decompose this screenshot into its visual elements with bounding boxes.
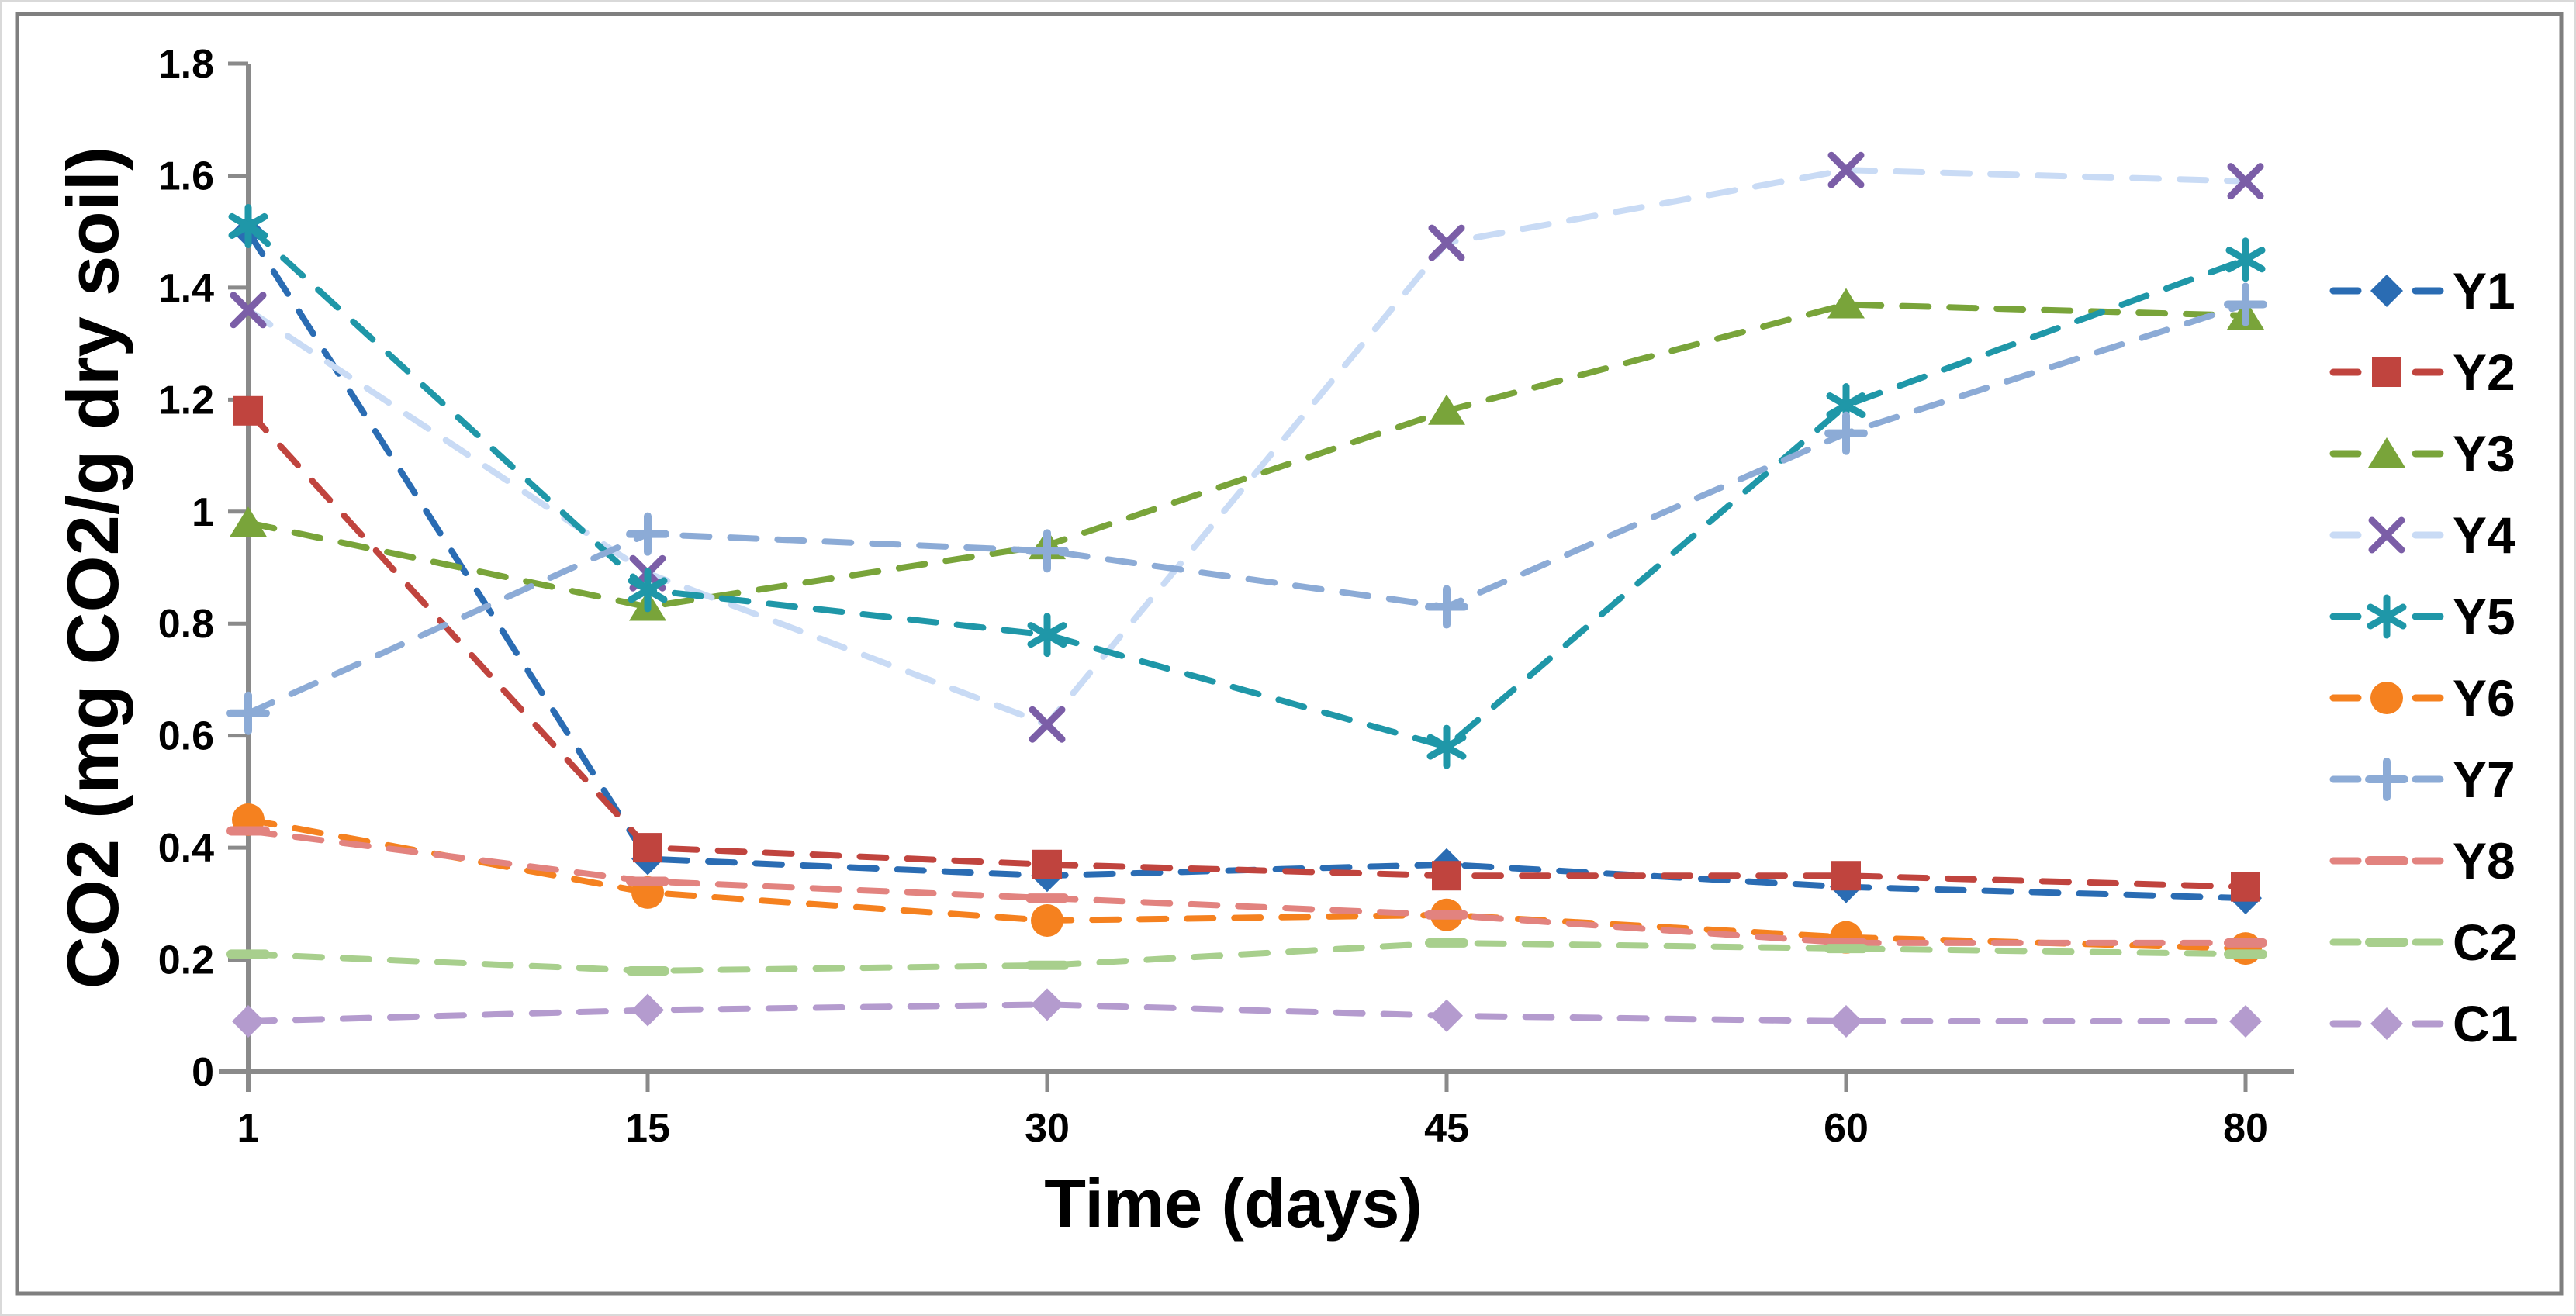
legend-label-Y2: Y2 <box>2453 344 2515 401</box>
series-Y6-marker-day80 <box>2229 932 2262 965</box>
legend-marker-Y4 <box>2368 516 2405 554</box>
y-axis-title: CO2 (mg CO2/g dry soil) <box>52 147 133 989</box>
series-layer <box>226 151 2267 1038</box>
legend-item-Y7: Y7 <box>2329 751 2515 808</box>
y-tick-label: 0.8 <box>158 602 214 647</box>
series-C2-line <box>245 939 2249 975</box>
legend-marker-Y5 <box>2367 594 2407 639</box>
series-Y3-line <box>245 301 2249 610</box>
legend-item-Y8: Y8 <box>2329 832 2515 889</box>
series-Y2-marker-day60 <box>1831 861 1861 891</box>
series-Y4-marker-day80 <box>2227 163 2264 200</box>
series-Y2-line <box>245 407 2249 890</box>
legend-label-Y1: Y1 <box>2453 262 2515 320</box>
series-C1-marker-day60 <box>1830 1005 1862 1038</box>
legend-label-Y3: Y3 <box>2453 425 2515 482</box>
legend-label-Y6: Y6 <box>2453 669 2515 727</box>
tick-labels: 0 0.2 0.4 0.6 0.8 1 1.2 1.4 1.6 1.8 1 15 30 45 60 80 <box>158 42 2268 1151</box>
series-Y5-marker-day45 <box>1426 724 1467 769</box>
series-Y4-marker-day30 <box>1029 706 1066 743</box>
series-Y7-marker-day15 <box>626 512 669 556</box>
legend-item-C2: C2 <box>2329 914 2518 971</box>
series-Y6-marker-day30 <box>1031 904 1063 937</box>
legend-marker-Y3 <box>2368 437 2405 468</box>
series-C1-marker-day45 <box>1430 999 1463 1032</box>
legend: Y1 Y2 Y3 Y4 Y5 Y6 Y7 Y8 C2 C1 <box>2329 262 2518 1052</box>
x-tick-label: 45 <box>1424 1106 1469 1151</box>
x-tick-label: 80 <box>2223 1106 2268 1151</box>
legend-label-Y7: Y7 <box>2453 751 2515 808</box>
series-Y7-marker-day45 <box>1425 585 1468 629</box>
y-tick-label: 1.2 <box>158 378 214 423</box>
y-tick-label: 0.2 <box>158 938 214 983</box>
series-Y7-marker-day30 <box>1025 529 1069 573</box>
legend-marker-Y6 <box>2370 682 2403 714</box>
series-C1-marker-day30 <box>1031 988 1063 1021</box>
series-Y4-marker-day60 <box>1827 151 1865 188</box>
series-C1-marker-day1 <box>232 1005 265 1038</box>
series-Y4-marker-day45 <box>1428 224 1465 261</box>
legend-item-Y2: Y2 <box>2329 344 2515 401</box>
legend-item-C1: C1 <box>2329 995 2518 1052</box>
series-Y5-marker-day15 <box>628 568 668 613</box>
series-C1-marker-day15 <box>631 993 664 1027</box>
legend-marker-Y2 <box>2372 357 2401 387</box>
series-Y7-marker-day60 <box>1824 411 1868 455</box>
series-Y8-line <box>245 827 2249 946</box>
legend-marker-Y1 <box>2370 275 2403 307</box>
series-Y2-marker-day15 <box>633 833 662 863</box>
x-tick-label: 30 <box>1025 1106 1070 1151</box>
legend-label-C1: C1 <box>2453 995 2518 1052</box>
series-Y2-marker-day30 <box>1032 849 1062 879</box>
legend-item-Y4: Y4 <box>2329 506 2515 564</box>
series-C1-marker-day80 <box>2229 1005 2262 1038</box>
x-axis-title: Time (days) <box>1044 1165 1422 1242</box>
series-C1-line <box>245 1001 2249 1024</box>
series-Y3-marker-day1 <box>230 506 267 537</box>
series-Y7-marker-day80 <box>2224 282 2267 326</box>
x-tick-label: 60 <box>1824 1106 1869 1151</box>
series-Y5-marker-day1 <box>228 203 268 248</box>
series-Y7-marker-day1 <box>226 691 270 735</box>
legend-label-C2: C2 <box>2453 914 2518 971</box>
x-tick-label: 1 <box>237 1106 260 1151</box>
y-tick-label: 0.6 <box>158 714 214 759</box>
y-tick-label: 1.8 <box>158 42 214 87</box>
legend-label-Y8: Y8 <box>2453 832 2515 889</box>
series-Y3-marker-day60 <box>1827 288 1865 319</box>
series-Y3-marker-day45 <box>1428 394 1465 425</box>
series-Y5-marker-day30 <box>1027 613 1067 658</box>
series-Y4-line <box>245 167 2249 728</box>
y-tick-label: 0.4 <box>158 826 214 871</box>
series-Y4-marker-day1 <box>230 292 267 329</box>
legend-item-Y5: Y5 <box>2329 588 2515 645</box>
y-tick-label: 1.6 <box>158 154 214 199</box>
series-Y5-line <box>245 223 2249 751</box>
series-Y5-marker-day80 <box>2225 237 2266 282</box>
legend-item-Y6: Y6 <box>2329 669 2515 727</box>
series-Y6-line <box>245 817 2249 952</box>
legend-marker-Y7 <box>2365 758 2408 801</box>
series-Y2-marker-day45 <box>1432 861 1461 891</box>
y-tick-label: 0 <box>192 1050 214 1095</box>
y-tick-label: 1 <box>192 490 214 535</box>
legend-marker-C1 <box>2370 1007 2403 1040</box>
figure-border <box>15 12 2564 1296</box>
legend-label-Y4: Y4 <box>2453 506 2515 564</box>
legend-item-Y3: Y3 <box>2329 425 2515 482</box>
legend-item-Y1: Y1 <box>2329 262 2515 320</box>
series-Y2-marker-day1 <box>233 395 263 426</box>
y-tick-label: 1.4 <box>158 266 214 311</box>
legend-label-Y5: Y5 <box>2453 588 2515 645</box>
series-Y7-line <box>245 301 2249 717</box>
series-Y2-marker-day80 <box>2231 872 2260 902</box>
series-Y1-line <box>245 228 2249 902</box>
x-tick-label: 15 <box>625 1106 670 1151</box>
